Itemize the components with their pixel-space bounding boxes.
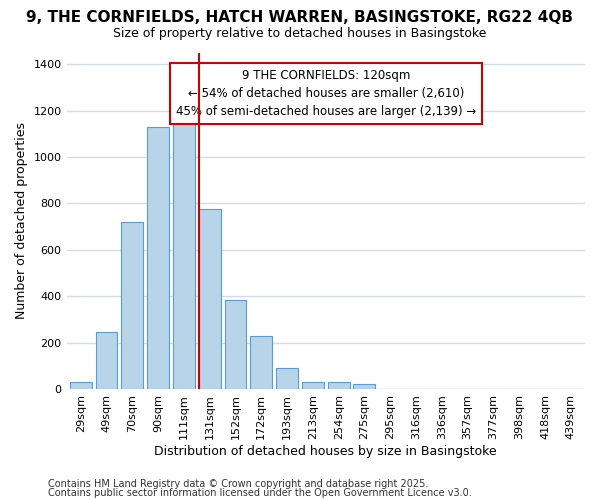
Y-axis label: Number of detached properties: Number of detached properties <box>15 122 28 320</box>
Text: Size of property relative to detached houses in Basingstoke: Size of property relative to detached ho… <box>113 28 487 40</box>
Bar <box>224 300 247 389</box>
Bar <box>147 127 169 389</box>
Bar <box>250 336 272 389</box>
Bar <box>302 382 324 389</box>
Bar <box>328 382 350 389</box>
Bar <box>121 222 143 389</box>
Text: Contains public sector information licensed under the Open Government Licence v3: Contains public sector information licen… <box>48 488 472 498</box>
Bar <box>199 209 221 389</box>
Bar <box>276 368 298 389</box>
Bar <box>173 124 195 389</box>
X-axis label: Distribution of detached houses by size in Basingstoke: Distribution of detached houses by size … <box>154 444 497 458</box>
Text: 9 THE CORNFIELDS: 120sqm
← 54% of detached houses are smaller (2,610)
45% of sem: 9 THE CORNFIELDS: 120sqm ← 54% of detach… <box>176 70 476 118</box>
Bar <box>70 382 92 389</box>
Bar <box>95 332 118 389</box>
Text: Contains HM Land Registry data © Crown copyright and database right 2025.: Contains HM Land Registry data © Crown c… <box>48 479 428 489</box>
Bar <box>353 384 376 389</box>
Text: 9, THE CORNFIELDS, HATCH WARREN, BASINGSTOKE, RG22 4QB: 9, THE CORNFIELDS, HATCH WARREN, BASINGS… <box>26 10 574 25</box>
